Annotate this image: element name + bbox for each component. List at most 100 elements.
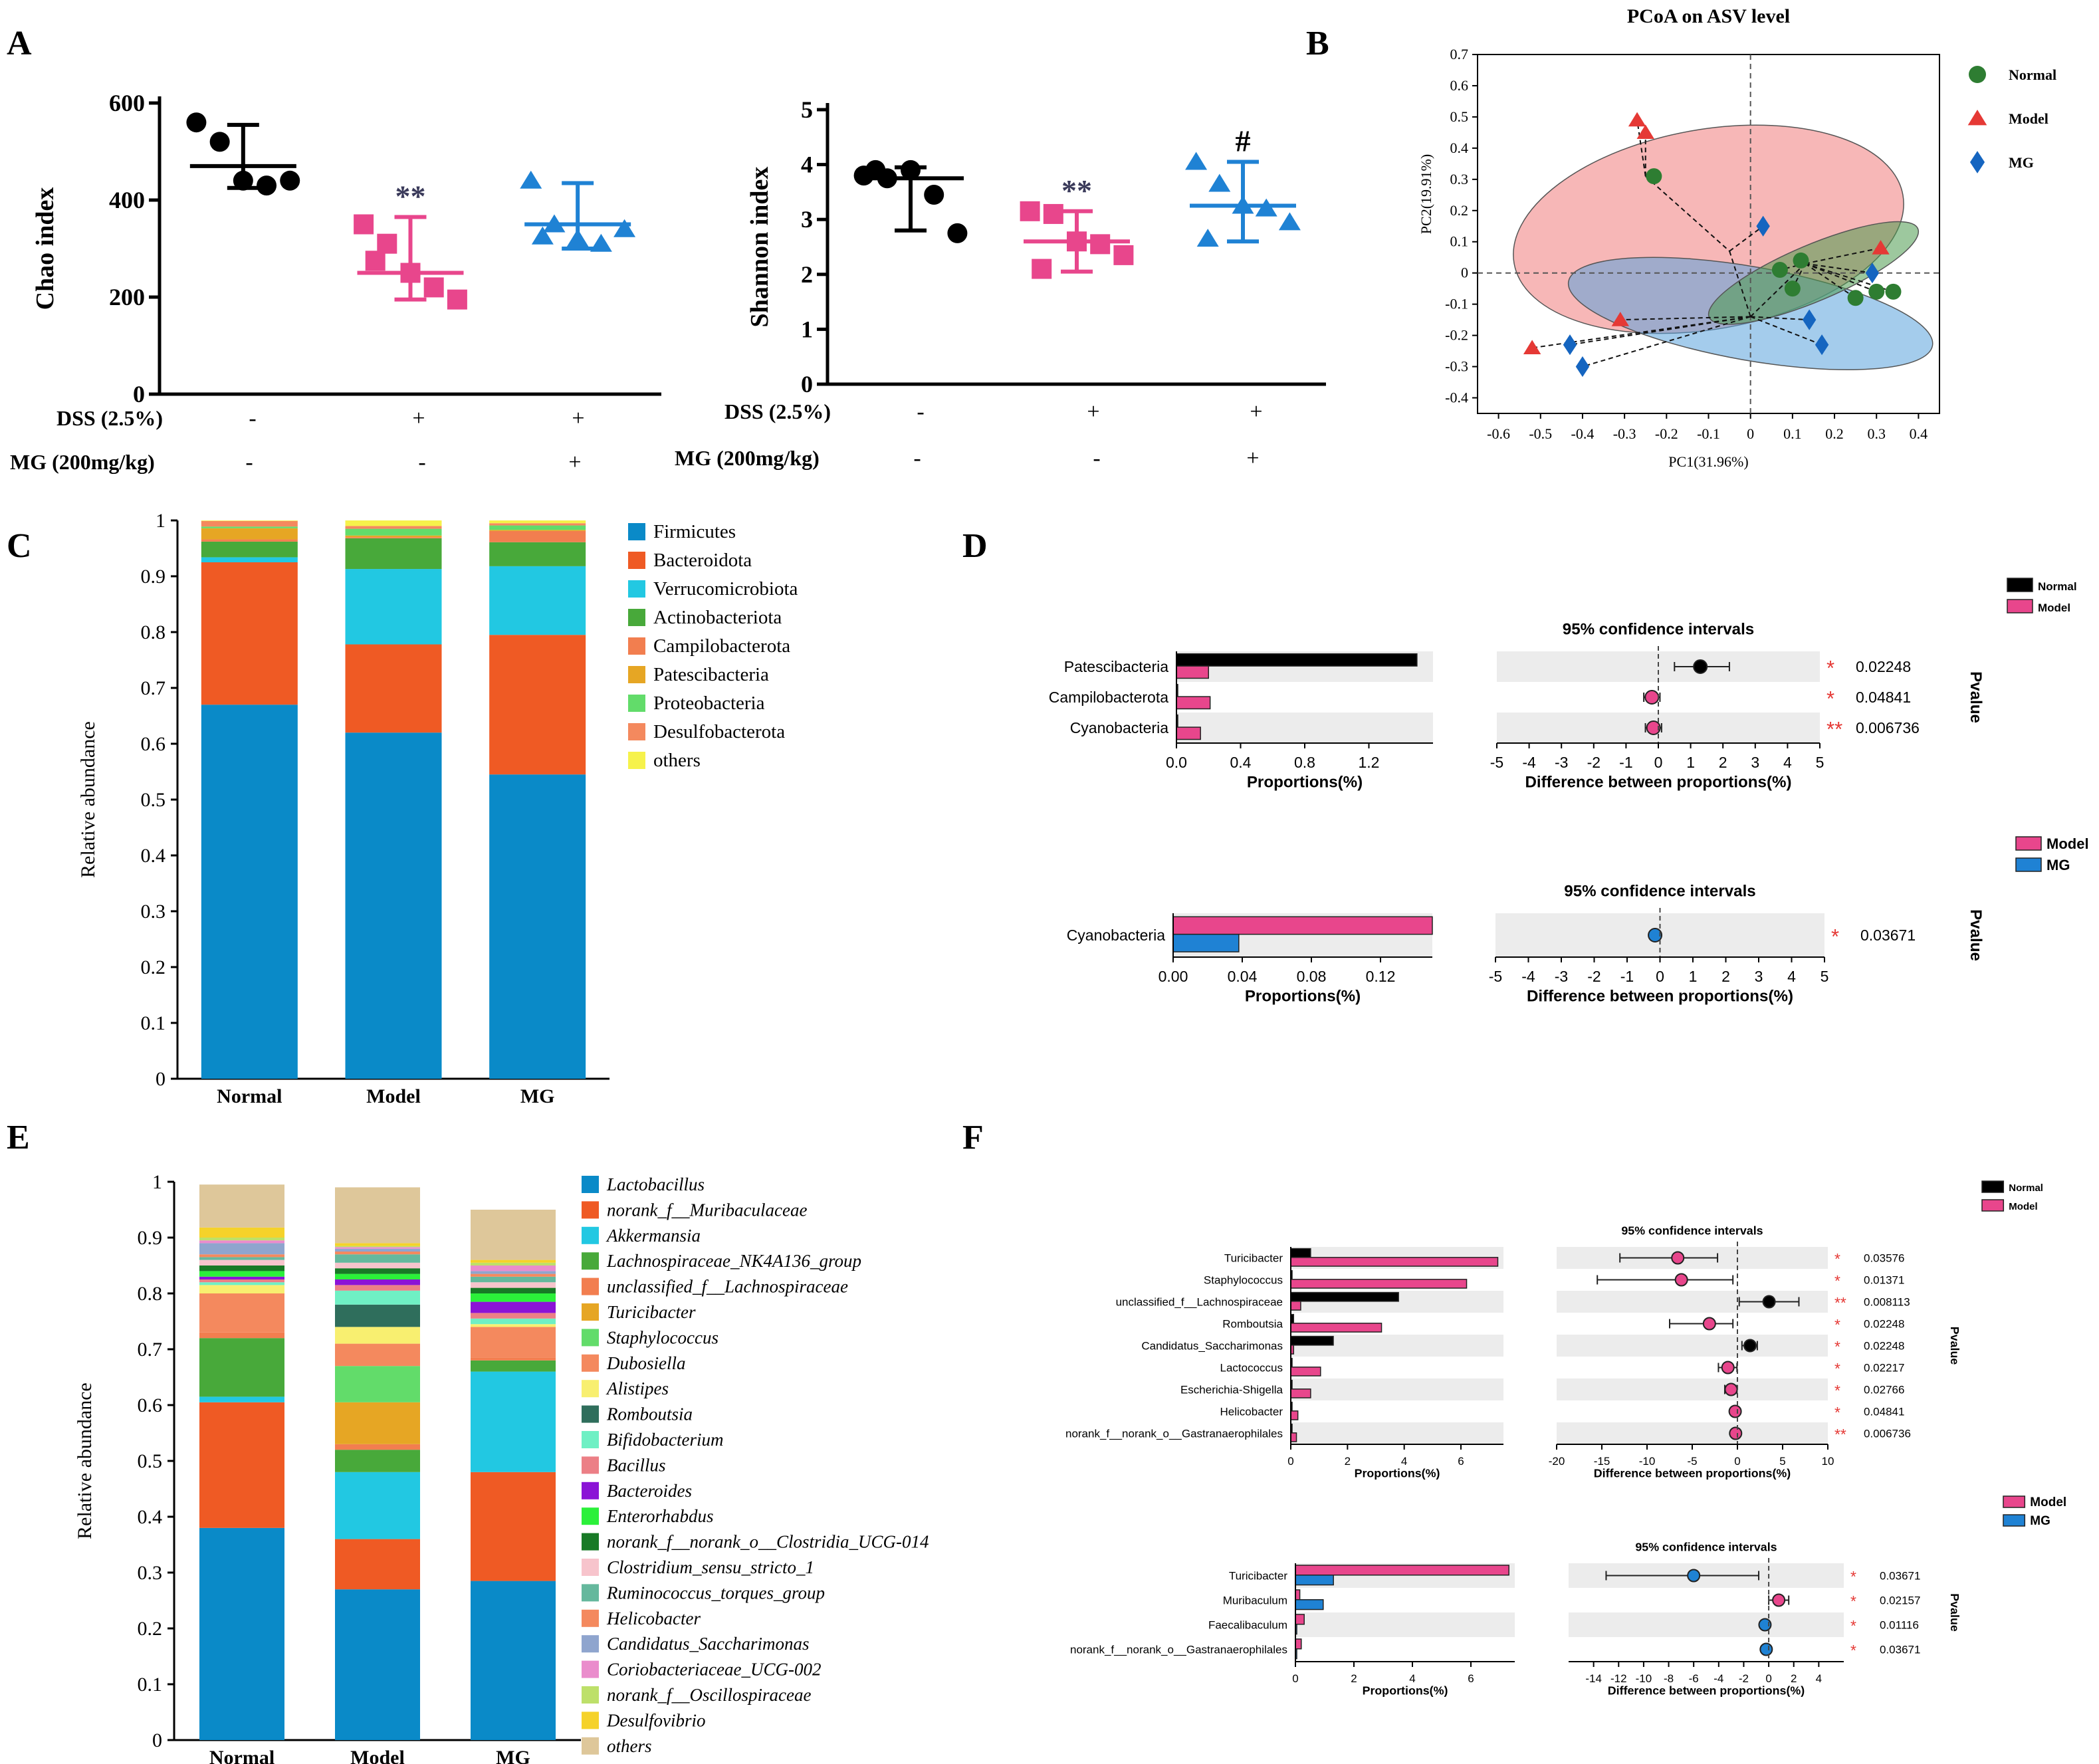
p-value: 0.03671	[1880, 1643, 1920, 1656]
ci-point	[1687, 1569, 1701, 1583]
legend-swatch	[2007, 599, 2033, 613]
data-point	[590, 233, 612, 252]
spider-line	[1750, 316, 1823, 346]
legend-swatch	[582, 1737, 599, 1755]
p-value: 0.02248	[1856, 658, 1911, 675]
data-point	[1611, 312, 1630, 326]
bar-segment	[471, 1271, 556, 1274]
x-tick-label: 4	[1409, 1672, 1415, 1685]
y-tick-label: 600	[109, 90, 145, 116]
data-point	[613, 219, 636, 237]
row-stripe	[1176, 713, 1433, 743]
data-point	[520, 170, 542, 189]
bar-segment	[489, 523, 586, 526]
y-tick-label: 0.6	[141, 733, 166, 755]
dss-value-left: +	[412, 406, 425, 431]
bar-segment	[471, 1260, 556, 1263]
bar-segment	[471, 1360, 556, 1372]
x-tick-label: 0.0	[1166, 754, 1187, 771]
chart-phylum: 0 0.1 0.2 0.3 0.4 0.5 0.6 0.7 0.8 0.9 1 Relative ab…	[77, 510, 798, 1107]
bar-segment	[471, 1318, 556, 1325]
legend-label: MG	[2046, 857, 2070, 873]
x-tick-label: 0.3	[1867, 425, 1886, 442]
data-point	[1067, 231, 1087, 252]
data-point	[1255, 198, 1277, 217]
legend-label: MG	[2009, 154, 2034, 171]
y-axis-label: Chao index	[31, 187, 59, 310]
bar-segment	[199, 1227, 284, 1238]
data-point	[1847, 290, 1864, 306]
dss-value-right: -	[917, 399, 924, 424]
bar-segment	[335, 1285, 420, 1291]
bar-segment	[345, 538, 442, 570]
ci-tick-label: 2	[1719, 754, 1727, 771]
spider-line	[1729, 251, 1751, 317]
bar-segment	[199, 1279, 284, 1283]
ci-tick-label: -8	[1664, 1672, 1674, 1685]
legend-swatch	[1981, 1180, 2005, 1193]
x-tick-label: -0.6	[1487, 425, 1510, 442]
bar-segment	[471, 1327, 556, 1358]
spider-line	[1645, 175, 1730, 252]
data-point	[423, 277, 444, 298]
spider-line	[1805, 263, 1877, 292]
data-point	[186, 112, 207, 133]
y-tick-label: 200	[109, 284, 145, 310]
legend-swatch	[2003, 1514, 2026, 1527]
data-point	[1090, 234, 1111, 255]
legend-label: norank_f__Oscillospiraceae	[607, 1685, 811, 1705]
bar-segment	[335, 1304, 420, 1327]
data-point	[1885, 283, 1902, 300]
chart-shannon: 0 1 2 3 4 5 Shannon index ** #	[746, 96, 1326, 397]
bar-segment	[335, 1247, 420, 1249]
ci-axis-label: Difference between proportions(%)	[1527, 988, 1793, 1006]
legend-swatch	[582, 1277, 599, 1295]
y-tick-label: 1	[152, 1171, 162, 1193]
bar-segment	[199, 1257, 284, 1260]
mg-value-right: +	[1246, 446, 1259, 471]
legend-label: Model	[2030, 1495, 2066, 1509]
x-tick-label: Normal	[209, 1747, 275, 1764]
proportion-bar	[1295, 1638, 1302, 1650]
bar-segment	[201, 520, 298, 521]
data-point	[566, 229, 589, 247]
bar-segment	[199, 1332, 284, 1339]
legend-swatch	[628, 695, 645, 712]
chart-genus: 0 0.1 0.2 0.3 0.4 0.5 0.6 0.7 0.8 0.9 1 Relative ab…	[74, 1171, 929, 1764]
mg-value-right: -	[1093, 446, 1100, 471]
category-label: Romboutsia	[1222, 1317, 1283, 1330]
category-label: unclassified_f__Lachnospiraceae	[1116, 1295, 1283, 1308]
x-tick-label: 6	[1468, 1672, 1474, 1685]
ci-tick-label: -15	[1594, 1455, 1610, 1468]
bar-segment	[201, 539, 298, 542]
bar-segment	[471, 1276, 556, 1283]
legend-marker	[1969, 151, 1985, 173]
bar-segment	[345, 535, 442, 538]
pvalue-axis-label: Pvalue	[1967, 909, 1985, 961]
bar-segment	[335, 1450, 420, 1472]
data-point	[1196, 229, 1219, 247]
category-label: Cyanobacteria	[1067, 927, 1166, 944]
p-value: 0.01371	[1864, 1273, 1904, 1286]
legend-swatch	[582, 1329, 599, 1347]
proportion-bar	[1295, 1599, 1324, 1610]
ci-tick-label: -4	[1521, 968, 1535, 985]
category-label: Turicibacter	[1229, 1569, 1288, 1582]
legend-label: Campilobacterota	[653, 635, 790, 657]
category-label: Faecalibaculum	[1208, 1618, 1287, 1631]
ci-tick-label: -4	[1713, 1672, 1723, 1685]
legend-swatch	[582, 1660, 599, 1678]
p-value: 0.02157	[1880, 1594, 1920, 1606]
x-tick-label: MG	[496, 1747, 530, 1764]
bar-segment	[199, 1527, 284, 1740]
significance-label: #	[1236, 124, 1251, 158]
ci-axis-label: Difference between proportions(%)	[1608, 1684, 1805, 1697]
ci-title: 95% confidence intervals	[1621, 1224, 1763, 1237]
significance-star: *	[1834, 1338, 1840, 1355]
spider-line	[1805, 247, 1881, 265]
bar-segment	[201, 520, 298, 527]
chart-title: PCoA on ASV level	[1627, 5, 1790, 27]
legend-label: Actinobacteriota	[653, 607, 782, 628]
legend-marker	[1967, 110, 1987, 126]
proportion-bar	[1290, 1279, 1468, 1289]
